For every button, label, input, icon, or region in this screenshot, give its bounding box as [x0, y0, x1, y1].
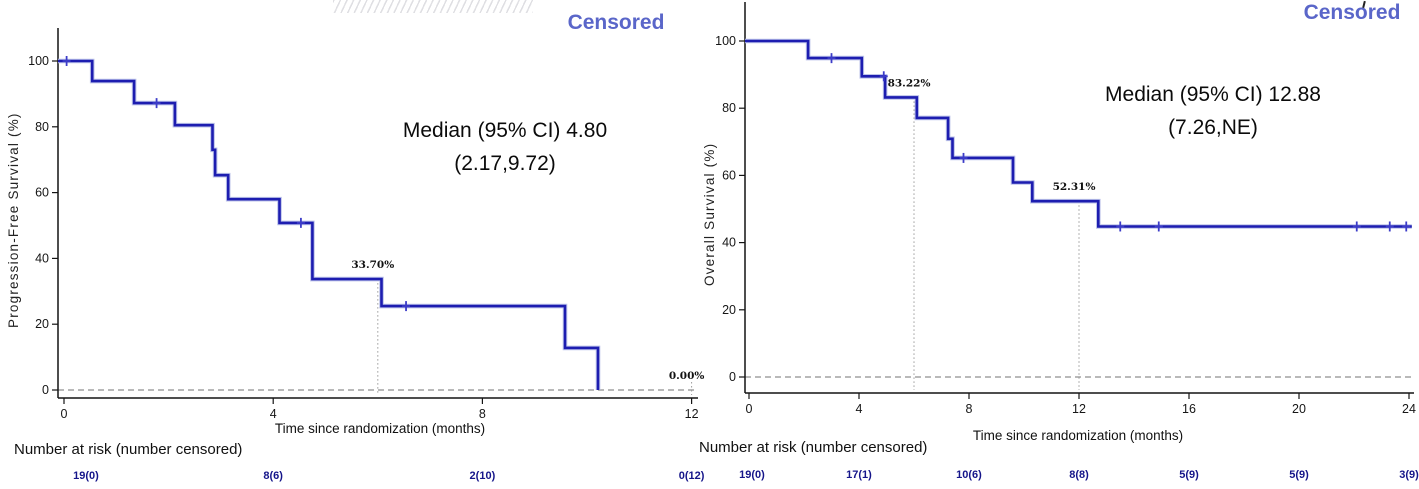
- y-axis-title-left: Progression-Free Survival (%): [6, 112, 21, 328]
- risk-value: 5(9): [1289, 469, 1309, 481]
- y-tick-label: 60: [35, 186, 49, 200]
- risk-value: 8(8): [1069, 469, 1089, 481]
- median-line1-right: Median (95% CI) 12.88: [1105, 83, 1321, 106]
- landmark-label: 52.31%: [1053, 181, 1096, 193]
- landmark-label: 83.22%: [888, 77, 931, 89]
- risk-value: 0(12): [679, 470, 705, 482]
- median-line2-right: (7.26,NE): [1168, 116, 1258, 139]
- risk-value: 17(1): [846, 469, 872, 481]
- y-tick-label: 40: [722, 236, 736, 250]
- km-curve-halo: [58, 58, 601, 390]
- y-tick-label: 0: [42, 383, 49, 397]
- risk-value: 2(10): [470, 470, 496, 482]
- y-tick-label: 20: [722, 303, 736, 317]
- y-tick-label: 60: [722, 168, 736, 182]
- median-line1-left: Median (95% CI) 4.80: [402, 119, 608, 142]
- risk-value: 10(6): [956, 469, 982, 481]
- x-tick-label: 16: [1182, 402, 1196, 416]
- y-tick-label: 80: [722, 101, 736, 115]
- risk-header-left: Number at risk (number censored): [14, 441, 243, 458]
- y-tick-label: 80: [35, 120, 49, 134]
- y-tick-label: 100: [28, 54, 49, 68]
- median-line2-left: (2.17,9.72): [454, 152, 556, 175]
- x-tick-label: 0: [746, 402, 753, 416]
- y-tick-label: 0: [729, 370, 736, 384]
- km-curve: [745, 39, 1412, 228]
- risk-value: 5(9): [1179, 469, 1199, 481]
- y-tick-label: 20: [35, 317, 49, 331]
- legend-censored-right: Censored: [1303, 1, 1401, 24]
- risk-value: 19(0): [73, 470, 99, 482]
- risk-value: 19(0): [739, 469, 765, 481]
- x-tick-label: 4: [270, 407, 277, 421]
- y-tick-label: 40: [35, 251, 49, 265]
- x-tick-label: 8: [479, 407, 486, 421]
- x-axis-title-right: Time since randomization (months): [972, 428, 1184, 443]
- x-tick-label: 4: [856, 402, 863, 416]
- landmark-label: 0.00%: [669, 370, 705, 382]
- y-tick-label: 100: [715, 34, 736, 48]
- x-tick-label: 8: [966, 402, 973, 416]
- y-axis-title-right: Overall Survival (%): [702, 142, 717, 286]
- x-tick-label: 20: [1292, 402, 1306, 416]
- median-annotation-right: Median (95% CI) 12.88 (7.26,NE): [1065, 78, 1361, 144]
- median-annotation-left: Median (95% CI) 4.80 (2.17,9.72): [360, 114, 650, 180]
- risk-value: 8(6): [263, 470, 283, 482]
- risk-value: 3(9): [1399, 469, 1419, 481]
- km-curve: [58, 59, 600, 390]
- legend-censored-left: Censored: [567, 11, 665, 34]
- landmark-label: 33.70%: [351, 259, 394, 271]
- x-tick-label: 12: [1072, 402, 1086, 416]
- x-axis-title-left: Time since randomization (months): [274, 421, 486, 436]
- risk-header-right: Number at risk (number censored): [699, 439, 928, 456]
- scan-artifact-hatch: [333, 0, 533, 13]
- x-tick-label: 0: [61, 407, 68, 421]
- x-tick-label: 24: [1402, 402, 1416, 416]
- x-tick-label: 12: [685, 407, 699, 421]
